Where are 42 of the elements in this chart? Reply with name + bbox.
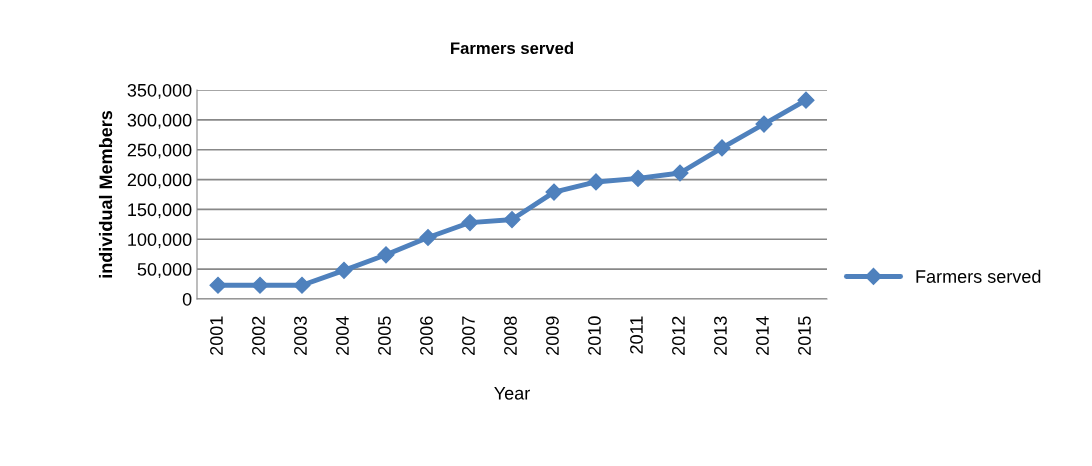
point xyxy=(335,261,353,279)
y-tick-label: 0 xyxy=(182,292,192,306)
x-tick-label: 2007 xyxy=(462,316,475,355)
point xyxy=(503,211,521,229)
point xyxy=(251,276,269,294)
point xyxy=(419,228,437,247)
x-tick-label: 2009 xyxy=(546,316,559,355)
x-axis-title: Year xyxy=(494,387,530,400)
point xyxy=(755,115,773,133)
y-tick-label: 250,000 xyxy=(127,143,192,159)
y-tick-label: 50,000 xyxy=(137,263,192,278)
point xyxy=(629,169,647,187)
x-tick-label: 2015 xyxy=(798,316,811,355)
x-tick-label: 2001 xyxy=(210,316,223,355)
y-axis-title: individual Members xyxy=(98,110,113,278)
point xyxy=(461,214,479,232)
y-tick-label: 300,000 xyxy=(127,113,192,129)
x-tick-label: 2003 xyxy=(294,316,307,355)
point xyxy=(713,139,731,157)
point xyxy=(209,276,227,294)
x-tick-label: 2004 xyxy=(336,316,349,355)
point xyxy=(545,183,563,201)
x-tick-label: 2011 xyxy=(630,316,643,354)
x-tick-label: 2008 xyxy=(504,316,517,355)
point xyxy=(671,164,689,182)
y-tick-label: 100,000 xyxy=(128,233,192,249)
x-tick-label: 2005 xyxy=(378,316,391,355)
y-tick-label: 200,000 xyxy=(127,173,192,189)
y-tick-label: 150,000 xyxy=(128,203,192,219)
chart-title: Farmers served xyxy=(451,41,573,55)
point xyxy=(293,276,311,294)
point xyxy=(587,173,605,191)
legend-label: Farmers served xyxy=(916,269,1041,283)
x-tick-label: 2012 xyxy=(672,316,685,355)
x-tick-label: 2002 xyxy=(252,316,265,355)
x-tick-label: 2006 xyxy=(420,316,433,355)
x-tick-label: 2010 xyxy=(588,316,601,355)
y-tick-label: 350,000 xyxy=(127,83,192,99)
x-tick-label: 2014 xyxy=(756,316,769,355)
point xyxy=(377,246,395,264)
point xyxy=(797,91,815,109)
x-tick-label: 2013 xyxy=(714,316,727,355)
